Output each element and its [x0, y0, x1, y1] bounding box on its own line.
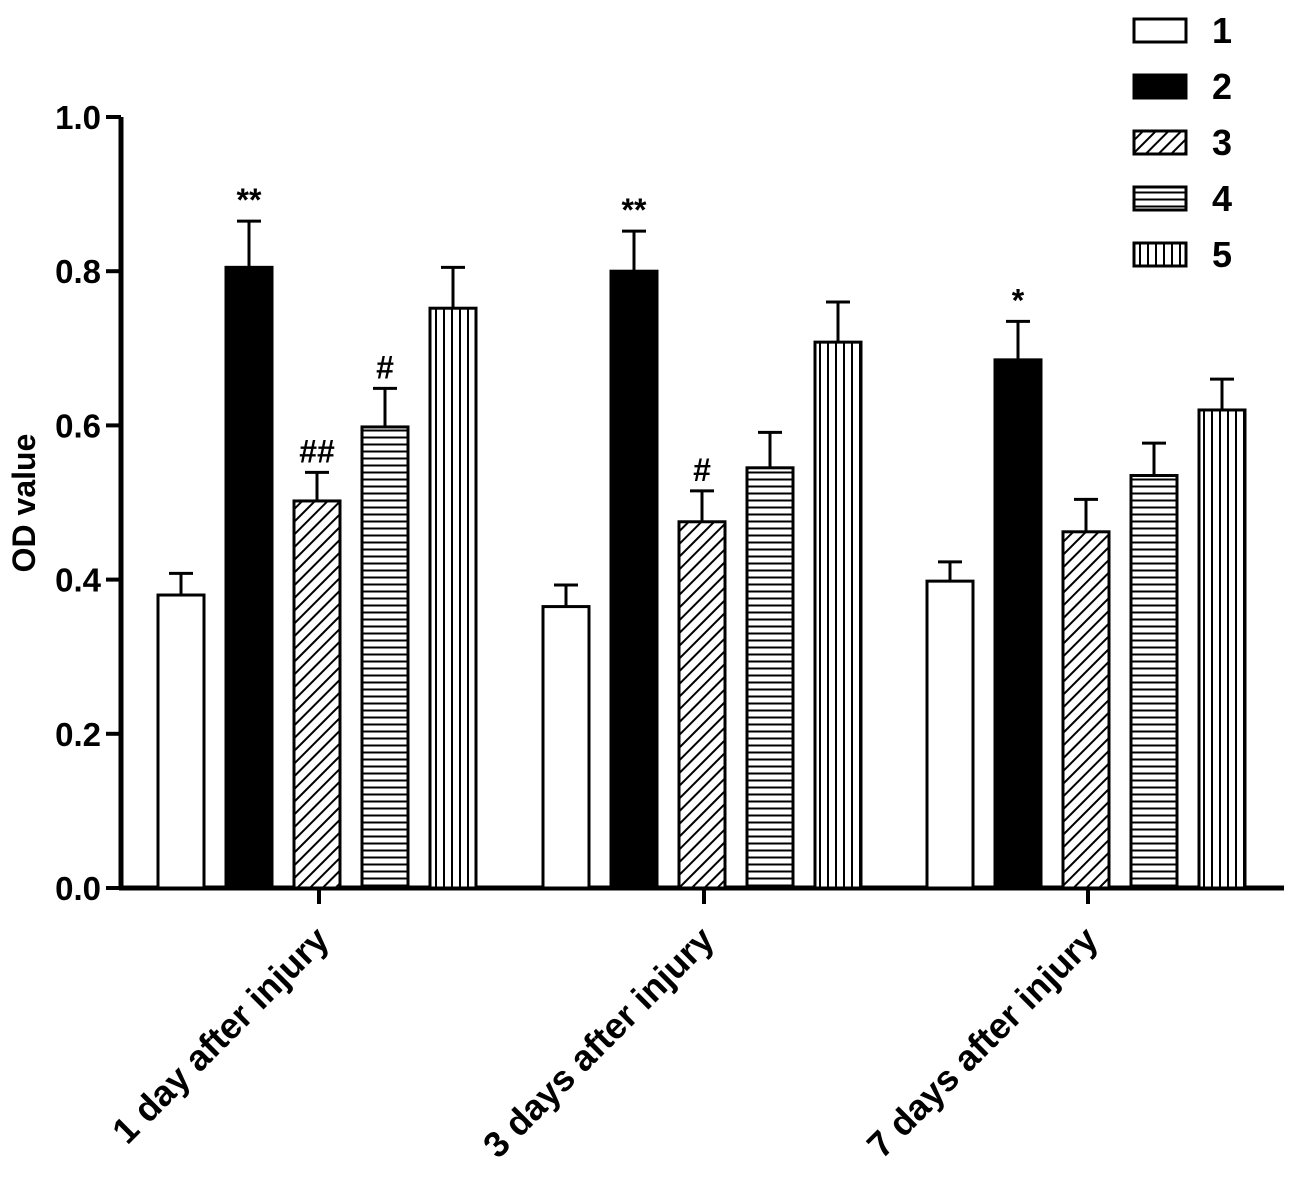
- significance-label: #: [376, 349, 394, 385]
- legend-swatch-2: [1132, 73, 1188, 100]
- bar-series-3-2: [677, 520, 727, 890]
- y-ticks: 0.0 0.2 0.4 0.6 0.8 1.0: [55, 99, 121, 907]
- x-category-label: 1 day after injury: [104, 919, 337, 1152]
- y-tick-label: 0.0: [55, 870, 101, 907]
- y-tick-label: 0.4: [55, 562, 102, 599]
- y-tick-label: 0.2: [55, 716, 101, 753]
- x-categories: 1 day after injury 3 days after injury 7 d…: [104, 888, 1106, 1166]
- legend-label: 3: [1212, 122, 1232, 163]
- legend-label: 4: [1212, 178, 1232, 219]
- legend: 1 2 3 4 5: [1132, 10, 1232, 275]
- bar-series-3-1: [292, 499, 342, 890]
- legend-swatch-5: [1132, 241, 1188, 268]
- x-category-label: 7 days after injury: [859, 919, 1106, 1166]
- legend-swatch-3: [1132, 129, 1188, 156]
- bar-series-1-2: [541, 605, 591, 890]
- significance-label: **: [237, 182, 262, 218]
- bar-series-4-1: [360, 425, 410, 890]
- legend-label: 2: [1212, 66, 1232, 107]
- bar-series-2-2: [609, 269, 659, 890]
- y-axis-label: OD value: [6, 434, 42, 573]
- bar-series-4-3: [1129, 474, 1179, 890]
- y-tick-label: 1.0: [55, 99, 101, 136]
- legend-swatch-1: [1132, 17, 1188, 44]
- bar-series-1-1: [156, 593, 206, 890]
- significance-label: **: [622, 192, 647, 228]
- bar-series-2-3: [993, 358, 1043, 890]
- bar-series-2-1: [224, 265, 274, 890]
- significance-label: *: [1012, 282, 1025, 318]
- y-tick-label: 0.8: [55, 253, 101, 290]
- legend-swatch-4: [1132, 185, 1188, 212]
- legend-label: 5: [1212, 234, 1232, 275]
- bar-series-1-3: [925, 579, 975, 890]
- bar-series-5-2: [813, 340, 863, 890]
- bar-series-5-3: [1197, 408, 1247, 890]
- bar-series-3-3: [1061, 530, 1111, 890]
- legend-label: 1: [1212, 10, 1232, 51]
- bars: ** ***####: [156, 182, 1247, 890]
- x-category-label: 3 days after injury: [475, 919, 722, 1166]
- bar-series-4-2: [745, 466, 795, 890]
- significance-label: ##: [299, 433, 335, 469]
- y-tick-label: 0.6: [55, 407, 101, 444]
- significance-label: #: [693, 452, 711, 488]
- bar-series-5-1: [428, 306, 478, 890]
